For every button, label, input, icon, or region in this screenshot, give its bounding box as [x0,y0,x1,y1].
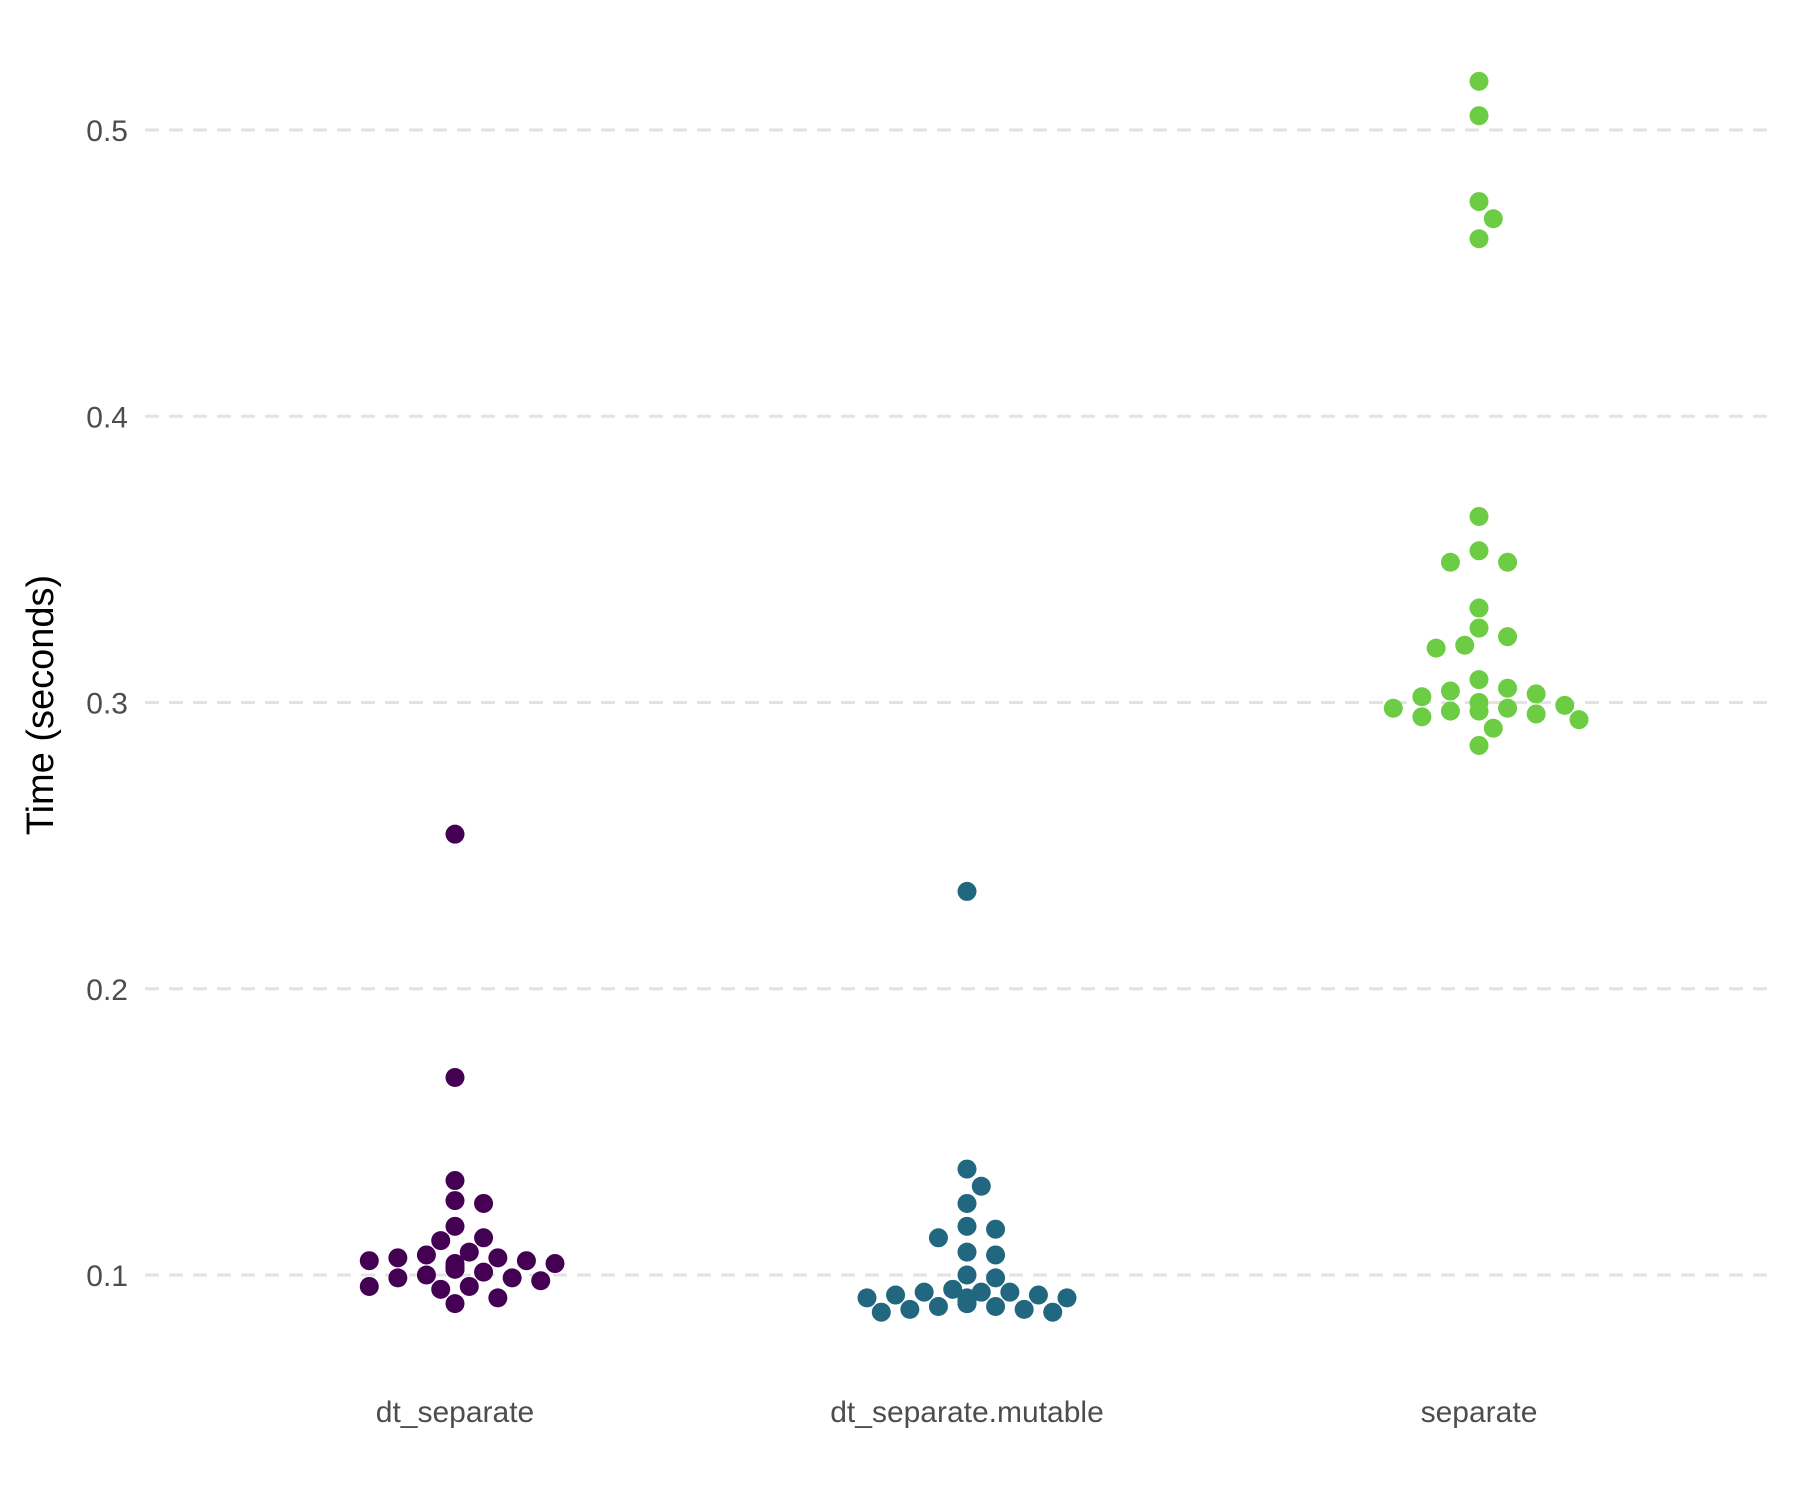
data-point-dt-separate [416,1265,436,1285]
data-point-dt-separate [502,1268,522,1288]
data-point-dt-separate-mutable [1057,1288,1077,1308]
data-point-dt-separate [459,1276,479,1296]
data-point-separate [1440,681,1460,701]
data-point-separate [1383,698,1403,718]
data-point-dt-separate-mutable [986,1219,1006,1239]
data-point-dt-separate [416,1245,436,1265]
data-point-dt-separate-mutable [871,1302,891,1322]
data-point-separate [1440,552,1460,572]
data-point-dt-separate [431,1231,451,1251]
data-point-dt-separate [359,1251,379,1271]
x-tick-label: separate [1421,1396,1538,1429]
data-point-separate [1469,670,1489,690]
data-point-separate [1469,71,1489,91]
data-point-separate [1569,710,1589,730]
data-point-dt-separate-mutable [957,1216,977,1236]
data-point-dt-separate-mutable [900,1299,920,1319]
y-tick-label: 0.3 [86,688,128,721]
data-point-dt-separate [445,1191,465,1211]
y-tick-label: 0.5 [86,115,128,148]
y-tick-label: 0.2 [86,974,128,1007]
x-tick-label: dt_separate [376,1396,534,1429]
data-point-separate [1469,506,1489,526]
data-point-separate [1412,687,1432,707]
y-tick-label: 0.1 [86,1260,128,1293]
data-point-dt-separate-mutable [914,1282,934,1302]
data-point-dt-separate-mutable [957,881,977,901]
data-points [359,71,1589,1322]
data-point-separate [1483,209,1503,229]
data-point-dt-separate [531,1271,551,1291]
data-point-separate [1440,701,1460,721]
x-tick-labels: dt_separate dt_separate.mutable separate [376,1396,1538,1429]
data-point-separate [1412,707,1432,727]
data-point-dt-separate-mutable [957,1265,977,1285]
data-point-separate [1498,678,1518,698]
data-point-dt-separate [445,1216,465,1236]
data-point-dt-separate [516,1251,536,1271]
data-point-separate [1469,618,1489,638]
data-point-dt-separate [445,1294,465,1314]
data-point-dt-separate-mutable [957,1159,977,1179]
data-point-dt-separate-mutable [1000,1282,1020,1302]
data-point-separate [1469,598,1489,618]
data-point-dt-separate [488,1248,508,1268]
data-point-dt-separate-mutable [943,1279,963,1299]
data-point-dt-separate-mutable [957,1193,977,1213]
data-point-separate [1455,635,1475,655]
data-point-dt-separate-mutable [928,1228,948,1248]
data-point-separate [1498,627,1518,647]
data-point-dt-separate [359,1276,379,1296]
data-point-separate [1469,106,1489,126]
data-point-dt-separate-mutable [957,1242,977,1262]
data-point-dt-separate [445,1067,465,1087]
data-point-separate [1526,704,1546,724]
x-tick-label: dt_separate.mutable [830,1396,1104,1429]
data-point-dt-separate-mutable [971,1176,991,1196]
data-point-dt-separate [388,1268,408,1288]
data-point-separate [1469,229,1489,249]
data-point-dt-separate-mutable [957,1294,977,1314]
data-point-dt-separate-mutable [857,1288,877,1308]
y-axis-title: Time (seconds) [20,575,62,835]
data-point-dt-separate [545,1254,565,1274]
data-point-separate [1469,701,1489,721]
data-point-dt-separate-mutable [928,1296,948,1316]
data-point-dt-separate [431,1279,451,1299]
data-point-dt-separate-mutable [1028,1285,1048,1305]
data-point-separate [1469,192,1489,212]
y-tick-labels: 0.1 0.2 0.3 0.4 0.5 [86,115,128,1293]
data-point-dt-separate-mutable [986,1268,1006,1288]
data-point-dt-separate-mutable [986,1296,1006,1316]
data-point-separate [1469,735,1489,755]
data-point-dt-separate [445,1171,465,1191]
data-point-dt-separate [445,1259,465,1279]
gridlines [145,128,1775,1277]
data-point-dt-separate [474,1262,494,1282]
data-point-dt-separate-mutable [1043,1302,1063,1322]
data-point-separate [1526,684,1546,704]
data-point-separate [1498,698,1518,718]
data-point-dt-separate-mutable [886,1285,906,1305]
data-point-dt-separate-mutable [986,1245,1006,1265]
data-point-separate [1498,552,1518,572]
data-point-dt-separate [388,1248,408,1268]
data-point-dt-separate [474,1193,494,1213]
data-point-dt-separate-mutable [1014,1299,1034,1319]
y-tick-label: 0.4 [86,401,128,434]
data-point-separate [1555,695,1575,715]
data-point-separate [1469,541,1489,561]
data-point-dt-separate-mutable [971,1282,991,1302]
data-point-dt-separate [488,1288,508,1308]
data-point-dt-separate [445,824,465,844]
data-point-dt-separate [459,1242,479,1262]
data-point-separate [1483,718,1503,738]
data-point-dt-separate [474,1228,494,1248]
data-point-separate [1426,638,1446,658]
